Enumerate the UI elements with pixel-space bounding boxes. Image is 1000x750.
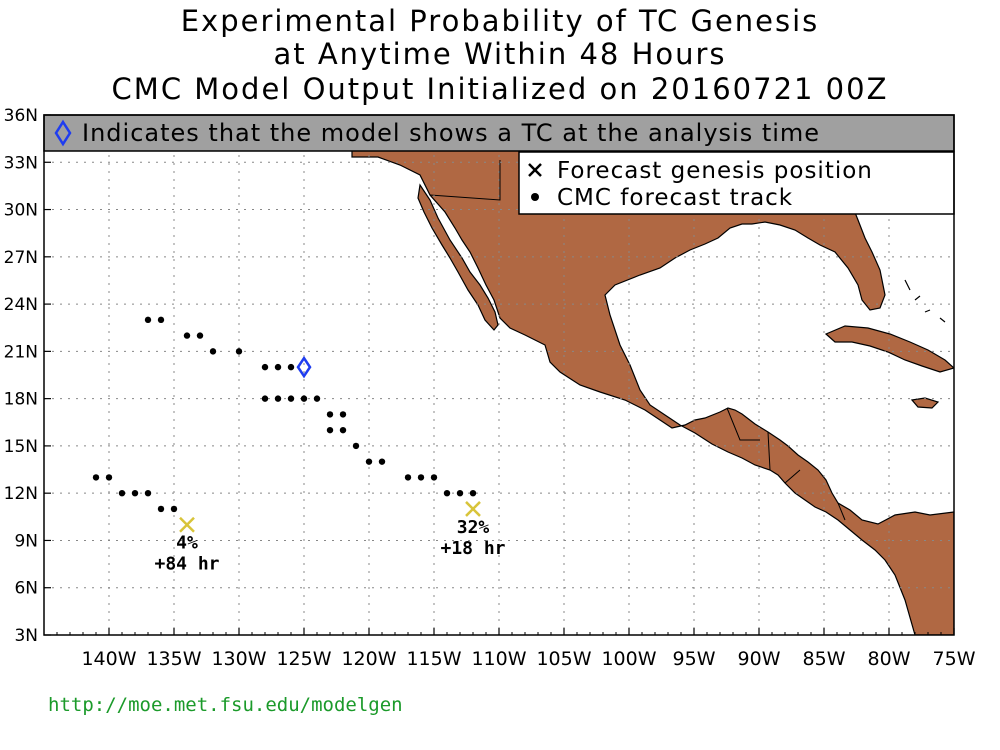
track-point <box>105 474 113 481</box>
track-point <box>404 474 412 481</box>
land-jamaica <box>910 397 940 409</box>
y-tick-label: 18N <box>4 390 38 410</box>
analysis-diamond <box>296 355 312 379</box>
banner-text: Indicates that the model shows a TC at t… <box>82 119 820 147</box>
track-point <box>235 348 243 355</box>
legend-box <box>518 151 955 215</box>
track-point <box>417 474 425 481</box>
track-point <box>92 474 100 481</box>
x-tick-label: 130W <box>211 648 266 670</box>
track-point <box>196 332 204 339</box>
track-point <box>378 458 386 465</box>
x-mark-icon <box>528 163 542 177</box>
x-tick-label: 115W <box>406 648 461 670</box>
y-tick-label: 24N <box>4 295 38 315</box>
genesis-marker <box>179 516 195 533</box>
x-tick-label: 75W <box>933 648 976 670</box>
genesis-marker <box>465 501 481 517</box>
track-point <box>313 395 321 402</box>
forecast-tracks <box>92 316 477 513</box>
diamond-icon <box>54 119 72 147</box>
title-line-1: Experimental Probability of TC Genesis <box>181 4 820 38</box>
track-point <box>170 505 178 513</box>
y-tick-label: 36N <box>4 106 38 126</box>
track-point <box>144 316 152 324</box>
y-tick-label: 15N <box>4 437 38 457</box>
x-tick-label: 125W <box>276 648 331 670</box>
genesis-lead-time: +84 hr <box>154 554 219 575</box>
land-baja-california <box>417 183 499 331</box>
track-point <box>183 332 191 339</box>
track-point <box>118 489 126 497</box>
dot-icon <box>531 193 539 201</box>
y-tick-label: 3N <box>14 626 38 646</box>
y-tick-label: 12N <box>4 484 38 504</box>
track-point <box>326 426 334 434</box>
track-point <box>287 363 295 371</box>
x-tick-label: 95W <box>673 648 716 670</box>
x-tick-label: 110W <box>471 648 526 670</box>
track-point <box>131 489 139 497</box>
genesis-markers: 4%+84 hr 32%+18 hr <box>154 501 506 575</box>
map-frame <box>43 114 955 636</box>
track-point <box>157 316 165 324</box>
track-point <box>287 395 295 402</box>
track-point <box>339 411 347 418</box>
track-point <box>430 474 438 481</box>
analysis-tc-marker <box>296 355 312 379</box>
genesis-probability: 32% <box>457 517 490 538</box>
y-axis: 3N 6N 9N 12N 15N 18N 21N 24N 27N 30N 33N 36N <box>4 106 51 646</box>
x-tick-label: 105W <box>536 648 591 670</box>
y-tick-label: 33N <box>4 153 38 173</box>
y-tick-label: 9N <box>14 531 38 551</box>
title-line-3: CMC Model Output Initialized on 20160721… <box>112 72 889 106</box>
track-point <box>326 411 334 418</box>
track-point <box>274 395 282 402</box>
analysis-banner <box>43 114 955 152</box>
track-point <box>144 489 152 497</box>
land-bahamas <box>904 279 946 323</box>
source-url: http://moe.met.fsu.edu/modelgen <box>48 694 403 716</box>
x-tick-label: 140W <box>81 648 136 670</box>
x-axis: 140W 135W 130W 125W 120W 115W 110W 105W 100W 95W 9… <box>56 628 976 670</box>
x-tick-label: 135W <box>146 648 201 670</box>
track-point <box>339 426 347 434</box>
track-point <box>261 363 269 371</box>
genesis-lead-time: +18 hr <box>440 538 505 559</box>
track-point <box>365 458 373 465</box>
land-north-america <box>351 115 954 635</box>
x-tick-label: 100W <box>601 648 656 670</box>
track-point <box>157 505 165 513</box>
genesis-probability: 4% <box>176 533 198 554</box>
y-tick-label: 21N <box>4 342 38 362</box>
track-point <box>469 489 477 497</box>
y-tick-label: 27N <box>4 248 38 268</box>
y-tick-label: 30N <box>4 201 38 221</box>
track-point <box>443 489 451 497</box>
track-point <box>456 489 464 497</box>
legend-track-label: CMC forecast track <box>557 185 793 211</box>
x-tick-label: 90W <box>738 648 781 670</box>
track-point <box>209 348 217 355</box>
title-line-2: at Anytime Within 48 Hours <box>273 37 726 71</box>
border-lines <box>429 160 846 521</box>
x-tick-label: 80W <box>868 648 911 670</box>
track-point <box>352 442 360 450</box>
track-point <box>274 363 282 371</box>
track-point <box>261 395 269 402</box>
track-point <box>300 395 308 402</box>
legend-genesis-label: Forecast genesis position <box>557 158 873 184</box>
x-tick-label: 85W <box>803 648 846 670</box>
x-tick-label: 120W <box>341 648 396 670</box>
grid-lines <box>44 115 954 635</box>
y-tick-label: 6N <box>14 579 38 599</box>
land-cuba <box>824 325 954 373</box>
